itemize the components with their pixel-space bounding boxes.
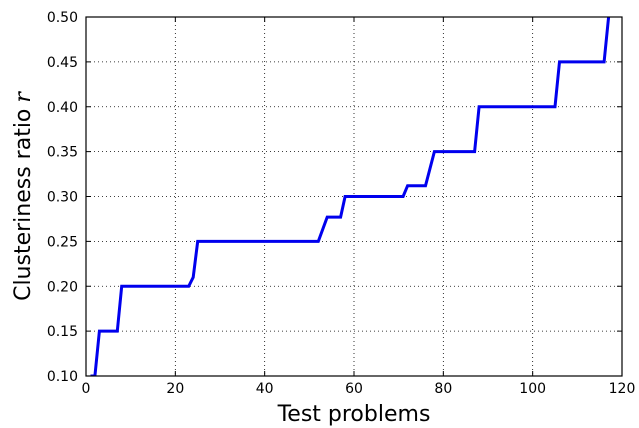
y-tick-label: 0.45 bbox=[47, 55, 78, 71]
series-layer bbox=[90, 17, 611, 376]
x-tick-label: 60 bbox=[345, 381, 363, 397]
y-tick-label: 0.40 bbox=[47, 100, 78, 116]
y-axis-label-symbol: r bbox=[11, 91, 36, 103]
y-tick-label: 0.35 bbox=[47, 145, 78, 161]
y-axis-label-text: Clusteriness ratio bbox=[11, 109, 36, 301]
x-axis-label-text: Test problems bbox=[277, 402, 431, 427]
y-tick-label: 0.30 bbox=[47, 190, 78, 206]
x-tick-label: 80 bbox=[434, 381, 452, 397]
y-tick-label: 0.20 bbox=[47, 279, 78, 295]
series-line-0 bbox=[90, 17, 611, 376]
y-tick-label: 0.25 bbox=[47, 234, 78, 250]
x-tick-label: 120 bbox=[609, 381, 636, 397]
x-tick-label: 20 bbox=[166, 381, 184, 397]
y-tick-label: 0.50 bbox=[47, 10, 78, 26]
x-tick-label: 40 bbox=[256, 381, 274, 397]
x-tick-label: 0 bbox=[82, 381, 91, 397]
x-tick-label: 100 bbox=[519, 381, 546, 397]
tick-labels: 0 20 40 60 80 100 120 0.10 0.15 0.20 0.25 0.30 0.35 0… bbox=[47, 10, 636, 397]
y-tick-label: 0.10 bbox=[47, 369, 78, 385]
ticks bbox=[85, 16, 623, 377]
x-axis-label: Test problems bbox=[277, 402, 431, 427]
y-axis-label: Clusteriness ratio r bbox=[11, 91, 36, 301]
y-tick-label: 0.15 bbox=[47, 324, 78, 340]
